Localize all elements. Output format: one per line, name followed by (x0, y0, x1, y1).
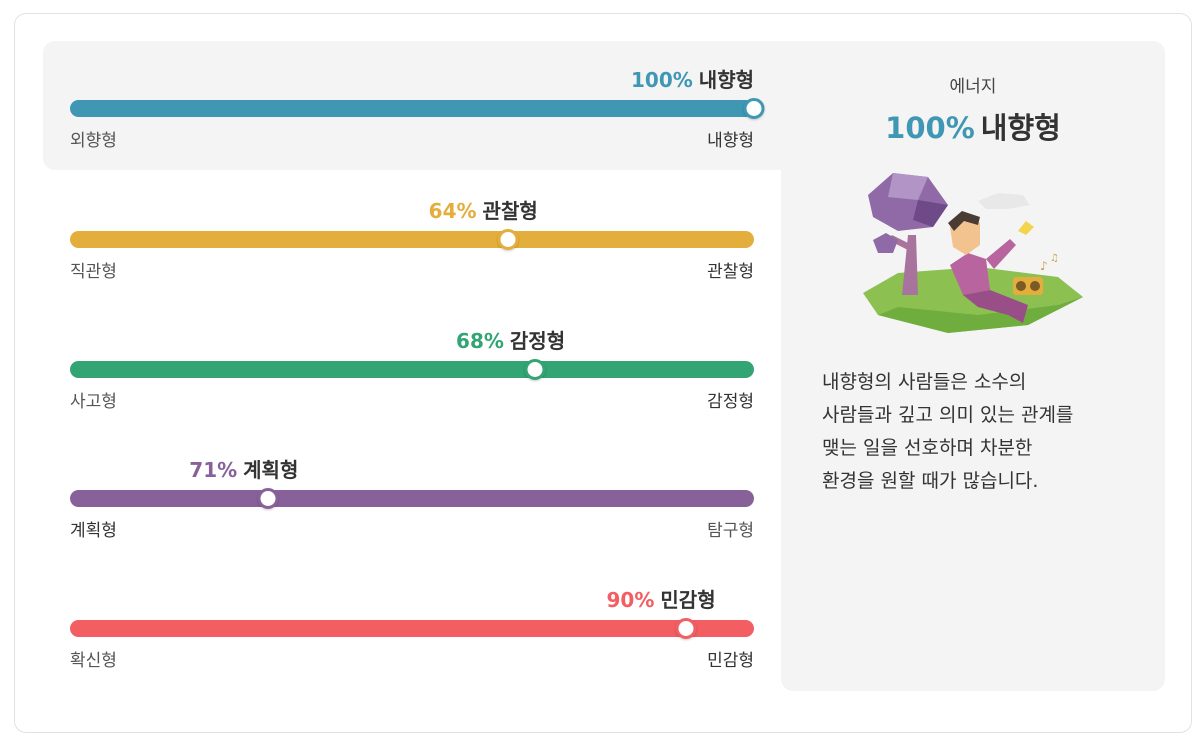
panel-result: 내향형 (980, 111, 1061, 145)
panel-subtitle: 에너지 (949, 77, 997, 97)
description-line: 맺는 일을 선호하며 차분한 (822, 437, 1033, 459)
man-under-tree-illustration: ♪ ♫ (863, 173, 1083, 333)
trait-right-label: 탐구형 (707, 521, 754, 541)
svg-text:♫: ♫ (1050, 253, 1059, 264)
trait-left-label: 확신형 (70, 651, 117, 671)
panel-title: 100% 내향형 (781, 105, 1165, 147)
trait-row-identity[interactable]: 90% 민감형 확신형 민감형 (70, 588, 754, 672)
trait-row-nature[interactable]: 68% 감정형 사고형 감정형 (70, 329, 754, 413)
trait-bar (70, 231, 754, 248)
trait-left-label: 사고형 (70, 392, 117, 412)
trait-knob (743, 98, 765, 119)
trait-knob (497, 229, 519, 250)
trait-percent: 64% (428, 199, 477, 223)
trait-left-label: 외향형 (70, 131, 117, 151)
trait-result-name: 계획형 (243, 458, 299, 482)
trait-row-mind[interactable]: 64% 관찰형 직관형 관찰형 (70, 199, 754, 283)
trait-percent: 100% (631, 68, 693, 92)
trait-percent: 90% (606, 588, 655, 612)
trait-result-label: 64% 관찰형 (429, 195, 538, 224)
trait-bar (70, 361, 754, 378)
trait-bar (70, 490, 754, 507)
trait-result-name: 민감형 (660, 588, 716, 612)
trait-left-label: 직관형 (70, 262, 117, 282)
trait-result-name: 내향형 (698, 68, 754, 92)
trait-bar (70, 100, 754, 117)
trait-result-name: 감정형 (509, 329, 566, 353)
svg-text:♪: ♪ (1040, 259, 1048, 273)
panel-percent: 100% (885, 111, 975, 145)
trait-result-label: 68% 감정형 (456, 325, 565, 354)
trait-knob (524, 359, 546, 380)
trait-knob (675, 618, 697, 639)
trait-percent: 71% (189, 458, 238, 482)
description-line: 사람들과 깊고 의미 있는 관계를 (822, 404, 1074, 426)
trait-row-energy[interactable]: 100% 내향형 외향형 내향형 (70, 68, 765, 152)
trait-row-tactics[interactable]: 71% 계획형 계획형 탐구형 (70, 458, 754, 542)
trait-right-label: 민감형 (707, 651, 754, 671)
description-line: 환경을 원할 때가 많습니다. (822, 470, 1039, 492)
trait-right-label: 내향형 (707, 131, 754, 151)
trait-result-name: 관찰형 (482, 199, 538, 223)
trait-right-label: 감정형 (707, 392, 754, 412)
panel-description: 내향형의 사람들은 소수의 사람들과 깊고 의미 있는 관계를 맺는 일을 선호… (822, 366, 1142, 498)
trait-left-label: 계획형 (70, 521, 117, 541)
trait-bar (70, 620, 754, 637)
trait-result-label: 71% 계획형 (189, 454, 298, 483)
trait-detail-panel (781, 41, 1165, 691)
trait-result-label: 90% 민감형 (607, 584, 716, 613)
trait-percent: 68% (456, 329, 504, 353)
description-line: 내향형의 사람들은 소수의 (822, 371, 1027, 393)
trait-knob (257, 488, 279, 509)
trait-right-label: 관찰형 (707, 262, 754, 282)
trait-result-label: 100% 내향형 (631, 64, 754, 93)
